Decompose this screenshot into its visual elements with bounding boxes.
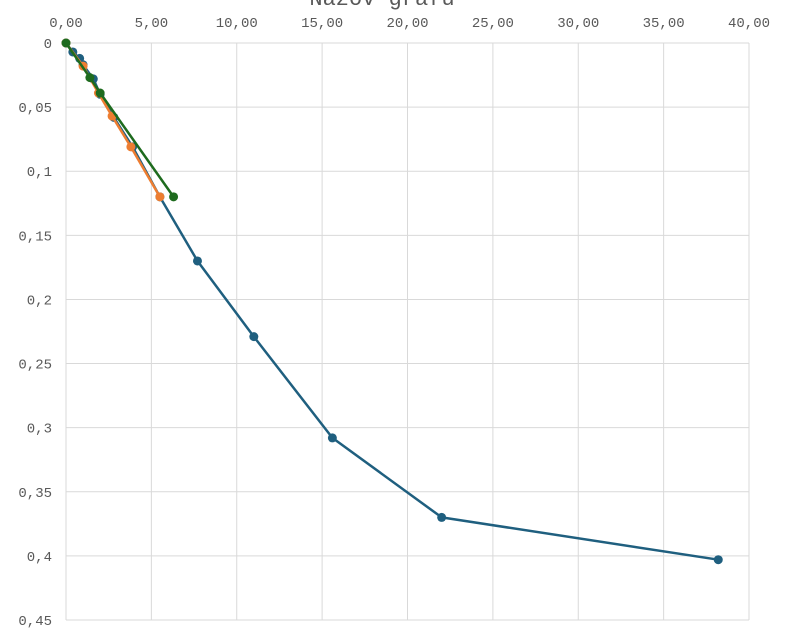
data-point bbox=[95, 88, 105, 98]
series-1 bbox=[61, 38, 165, 202]
y-tick-label: 0,25 bbox=[18, 358, 52, 374]
series-line bbox=[64, 42, 175, 198]
data-point bbox=[155, 192, 165, 202]
chart-title: Názov grafu bbox=[309, 0, 454, 12]
x-tick-label: 0,00 bbox=[49, 16, 83, 32]
data-point bbox=[169, 192, 179, 202]
y-tick-label: 0,3 bbox=[27, 422, 52, 438]
data-point bbox=[437, 512, 447, 522]
y-tick-label: 0,45 bbox=[18, 614, 52, 630]
x-tick-label: 35,00 bbox=[643, 16, 685, 32]
y-tick-label: 0,2 bbox=[27, 293, 52, 309]
y-tick-label: 0,1 bbox=[27, 165, 52, 181]
data-point bbox=[61, 38, 71, 48]
y-tick-label: 0,4 bbox=[27, 550, 52, 566]
series-line bbox=[65, 42, 719, 561]
series-2 bbox=[61, 38, 179, 202]
x-tick-label: 40,00 bbox=[728, 16, 770, 32]
x-tick-label: 15,00 bbox=[301, 16, 343, 32]
data-point bbox=[713, 555, 723, 565]
y-tick-labels: 0 0,05 0,1 0,15 0,2 0,25 0,3 0,35 0,4 0,45 bbox=[18, 37, 52, 630]
data-point bbox=[126, 142, 136, 152]
x-tick-label: 5,00 bbox=[135, 16, 169, 32]
x-tick-label: 10,00 bbox=[216, 16, 258, 32]
data-point bbox=[85, 73, 95, 83]
y-tick-label: 0 bbox=[44, 37, 52, 53]
x-tick-label: 25,00 bbox=[472, 16, 514, 32]
data-point bbox=[249, 332, 259, 342]
x-tick-labels: 0,00 5,00 10,00 15,00 20,00 25,00 30,00 35,00 40… bbox=[49, 16, 770, 32]
series-group bbox=[61, 38, 723, 565]
x-tick-label: 20,00 bbox=[386, 16, 428, 32]
series-0 bbox=[61, 38, 723, 565]
gridlines bbox=[65, 42, 750, 621]
y-tick-label: 0,35 bbox=[18, 486, 52, 502]
data-point bbox=[327, 433, 337, 443]
data-point bbox=[192, 256, 202, 266]
y-tick-label: 0,15 bbox=[18, 229, 52, 245]
y-tick-label: 0,05 bbox=[18, 101, 52, 117]
x-tick-label: 30,00 bbox=[557, 16, 599, 32]
